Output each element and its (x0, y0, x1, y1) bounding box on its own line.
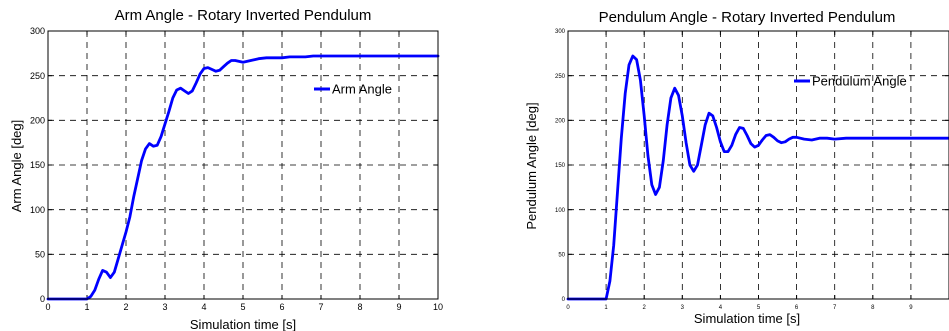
x-tick-label: 2 (123, 302, 128, 312)
y-tick-label: 250 (555, 74, 566, 80)
x-tick-label: 4 (201, 302, 206, 312)
x-tick-label: 9 (909, 305, 913, 311)
pendulum-angle-plot: Pendulum Angle - Rotary Inverted Pendulu… (524, 9, 949, 326)
y-tick-label: 200 (30, 115, 45, 125)
x-tick-label: 3 (681, 305, 685, 311)
x-tick-label: 9 (396, 302, 401, 312)
x-axis-label: Simulation time [s] (190, 317, 296, 331)
y-tick-label: 150 (555, 163, 566, 169)
chart-title: Pendulum Angle - Rotary Inverted Pendulu… (599, 9, 896, 26)
x-tick-label: 6 (279, 302, 284, 312)
x-tick-label: 2 (643, 305, 647, 311)
legend-label: Arm Angle (332, 82, 392, 97)
pendulum-angle-chart: Pendulum Angle - Rotary Inverted Pendulu… (500, 0, 949, 331)
series-line (566, 54, 949, 301)
y-tick-label: 200 (555, 118, 566, 124)
y-tick-label: 0 (40, 294, 45, 304)
series-line (46, 54, 440, 301)
chart-title: Arm Angle - Rotary Inverted Pendulum (115, 7, 372, 24)
axes-frame (47, 30, 439, 300)
x-tick-label: 10 (433, 302, 443, 312)
y-axis-label: Pendulum Angle [deg] (524, 102, 539, 229)
x-tick-label: 1 (84, 302, 89, 312)
y-tick-label: 50 (35, 249, 45, 259)
y-tick-label: 100 (555, 208, 566, 214)
x-axis-label: Simulation time [s] (694, 311, 800, 326)
x-tick-label: 1 (604, 305, 608, 311)
x-tick-label: 5 (240, 302, 245, 312)
legend-label: Pendulum Angle (812, 74, 907, 89)
x-tick-label: 8 (871, 305, 875, 311)
arm-angle-plot: Arm Angle - Rotary Inverted Pendulum Sim… (9, 7, 443, 331)
x-tick-label: 5 (757, 305, 761, 311)
x-tick-label: 7 (318, 302, 323, 312)
x-tick-label: 0 (45, 302, 50, 312)
y-tick-label: 300 (555, 29, 566, 35)
x-tick-label: 4 (719, 305, 723, 311)
y-tick-label: 150 (30, 160, 45, 170)
y-tick-label: 50 (558, 252, 565, 258)
y-axis-label: Arm Angle [deg] (9, 120, 24, 213)
x-tick-label: 3 (162, 302, 167, 312)
y-tick-label: 250 (30, 71, 45, 81)
y-tick-label: 0 (562, 297, 566, 303)
y-tick-label: 300 (30, 26, 45, 36)
x-tick-label: 8 (357, 302, 362, 312)
x-tick-label: 7 (833, 305, 837, 311)
arm-angle-chart: Arm Angle - Rotary Inverted Pendulum Sim… (0, 0, 460, 331)
x-tick-label: 0 (566, 305, 570, 311)
x-tick-label: 6 (795, 305, 799, 311)
y-tick-label: 100 (30, 205, 45, 215)
axes-frame (567, 30, 949, 300)
